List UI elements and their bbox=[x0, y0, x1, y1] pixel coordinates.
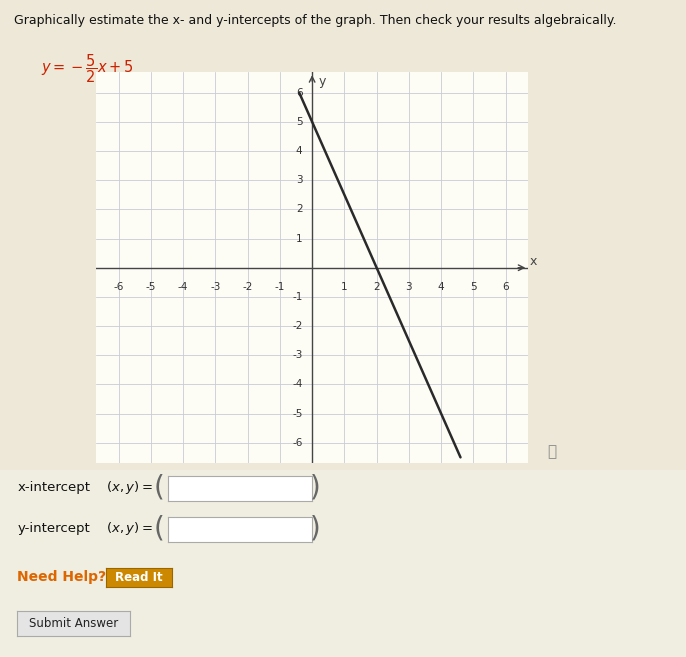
Text: 2: 2 bbox=[373, 283, 380, 292]
Text: 5: 5 bbox=[296, 117, 303, 127]
Text: x-intercept: x-intercept bbox=[17, 481, 90, 494]
Text: 4: 4 bbox=[438, 283, 445, 292]
Text: 6: 6 bbox=[502, 283, 509, 292]
Text: -4: -4 bbox=[292, 380, 303, 390]
Text: 2: 2 bbox=[296, 204, 303, 214]
Text: -4: -4 bbox=[178, 283, 189, 292]
Text: 1: 1 bbox=[341, 283, 348, 292]
Text: Submit Answer: Submit Answer bbox=[29, 617, 119, 630]
Text: Graphically estimate the x- and y-intercepts of the graph. Then check your resul: Graphically estimate the x- and y-interc… bbox=[14, 14, 616, 28]
Text: 4: 4 bbox=[296, 146, 303, 156]
Text: -3: -3 bbox=[292, 350, 303, 360]
Text: -6: -6 bbox=[113, 283, 123, 292]
Text: -1: -1 bbox=[274, 283, 285, 292]
Text: -5: -5 bbox=[145, 283, 156, 292]
Text: 6: 6 bbox=[296, 87, 303, 98]
Text: -5: -5 bbox=[292, 409, 303, 419]
Text: 3: 3 bbox=[405, 283, 412, 292]
Text: y-intercept: y-intercept bbox=[17, 522, 90, 535]
Text: -6: -6 bbox=[292, 438, 303, 448]
Text: $y = -\dfrac{5}{2}x + 5$: $y = -\dfrac{5}{2}x + 5$ bbox=[41, 53, 134, 85]
Text: Need Help?: Need Help? bbox=[17, 570, 106, 584]
Text: 1: 1 bbox=[296, 233, 303, 244]
Text: x: x bbox=[530, 256, 537, 269]
Text: $(x, y) =$: $(x, y) =$ bbox=[106, 479, 154, 496]
Text: (: ( bbox=[154, 474, 165, 501]
Text: $(x, y) =$: $(x, y) =$ bbox=[106, 520, 154, 537]
Text: -3: -3 bbox=[210, 283, 221, 292]
Text: y: y bbox=[318, 75, 326, 88]
Text: Read It: Read It bbox=[115, 571, 163, 584]
Text: 5: 5 bbox=[470, 283, 477, 292]
Text: -1: -1 bbox=[292, 292, 303, 302]
Text: 3: 3 bbox=[296, 175, 303, 185]
Text: ): ) bbox=[310, 514, 321, 542]
Text: -2: -2 bbox=[292, 321, 303, 331]
Text: ⓘ: ⓘ bbox=[547, 445, 557, 459]
Text: ): ) bbox=[310, 474, 321, 501]
Text: (: ( bbox=[154, 514, 165, 542]
Text: -2: -2 bbox=[242, 283, 253, 292]
